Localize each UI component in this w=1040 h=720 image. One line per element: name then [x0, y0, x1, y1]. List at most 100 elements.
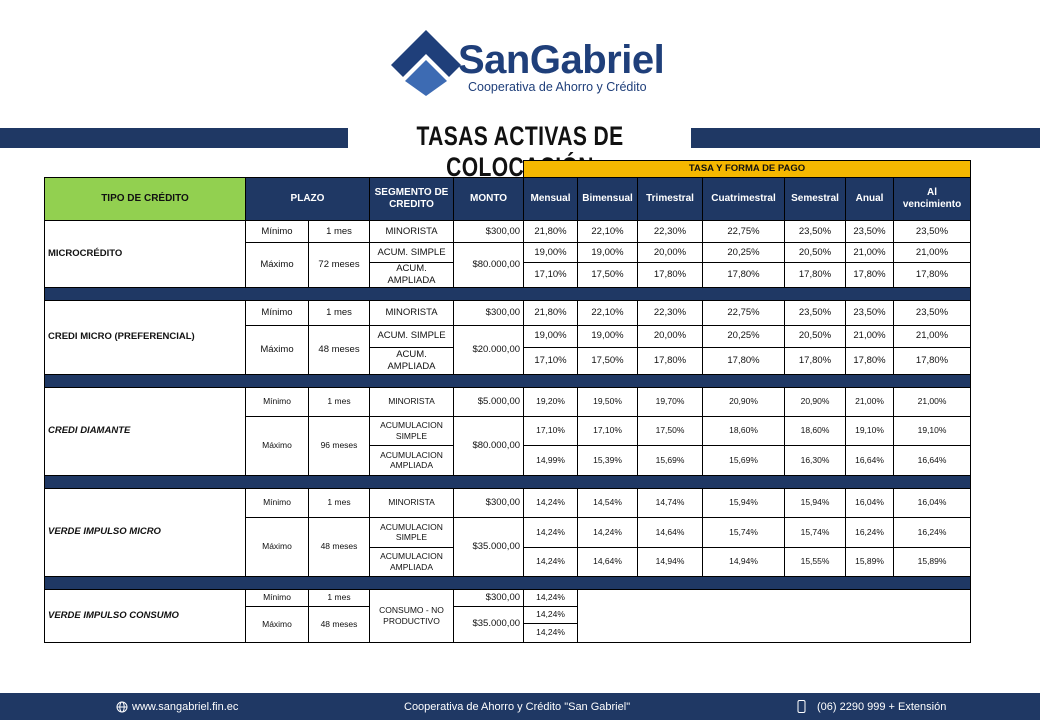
- segment: ACUM. SIMPLE: [369, 242, 454, 263]
- table-row: ACUM. AMPLIADA 17,10% 17,50% 17,80% 17,80% 17…: [45, 346, 972, 375]
- rate: 21,80%: [523, 220, 579, 243]
- separator: [43, 575, 972, 590]
- rate: 17,80%: [845, 262, 895, 288]
- rate: 15,74%: [702, 516, 786, 548]
- amount: $35.000,00: [452, 605, 525, 643]
- rate: 21,00%: [893, 324, 972, 348]
- segment: CONSUMO - NO PRODUCTIVO: [369, 588, 454, 643]
- rate: 14,99%: [523, 444, 579, 476]
- term: 48 meses: [308, 516, 370, 577]
- title-bar: [0, 128, 348, 148]
- rate: 19,00%: [523, 242, 579, 263]
- website: www.sangabriel.fin.ec: [132, 701, 239, 713]
- term-label: Mínimo: [245, 588, 309, 607]
- table-row: ACUMULACION AMPLIADA 14,99% 15,39% 15,69% 15…: [45, 444, 972, 476]
- term: 96 meses: [308, 415, 370, 476]
- rate: 17,10%: [523, 262, 579, 288]
- rate: 14,24%: [577, 516, 639, 548]
- term-label: Mínimo: [245, 386, 309, 417]
- rate: 20,90%: [702, 386, 786, 417]
- brand: SanGabriel: [458, 38, 665, 82]
- table-row: TASA Y FORMA DE PAGO: [45, 160, 972, 178]
- rate: 17,50%: [637, 415, 704, 446]
- column-header: Al vencimiento: [893, 177, 972, 221]
- credit-type: VERDE IMPULSO CONSUMO: [44, 588, 246, 643]
- table-row: TIPO DE CRÉDITO PLAZO SEGMENTO DE CREDITO M…: [44, 177, 972, 221]
- table-row: ACUMULACION AMPLIADA 14,24% 14,64% 14,94% 14…: [45, 546, 972, 577]
- credit-type: MICROCRÉDITO: [44, 220, 246, 288]
- segment: MINORISTA: [369, 487, 454, 518]
- table-row: VERDE IMPULSO MICRO Mínimo 1 mes MINORISTA $…: [44, 487, 972, 577]
- credit-type: CREDI MICRO (PREFERENCIAL): [44, 299, 246, 375]
- column-header: Semestral: [784, 177, 847, 221]
- column-header: PLAZO: [245, 177, 370, 221]
- rate: 23,50%: [845, 220, 895, 243]
- separator: [43, 474, 972, 489]
- column-header: MONTO: [452, 177, 525, 221]
- rate: 22,75%: [702, 299, 786, 326]
- rate: 23,50%: [845, 299, 895, 326]
- title: TASAS ACTIVAS DE COLOCACIÓN: [416, 121, 624, 182]
- term-label: Máximo: [245, 324, 309, 375]
- amount: $20.000,00: [452, 324, 525, 375]
- rate: 15,74%: [784, 516, 847, 548]
- footer: www.sangabriel.fin.ec Cooperativa de Aho…: [0, 693, 1040, 720]
- rate: 19,20%: [523, 386, 579, 417]
- table-row: [43, 373, 972, 388]
- rate: 20,00%: [637, 242, 704, 263]
- credit-type: VERDE IMPULSO MICRO: [44, 487, 246, 577]
- rate: 20,50%: [784, 324, 847, 348]
- rate: 15,69%: [702, 444, 786, 476]
- column-header: TIPO DE CRÉDITO: [44, 177, 246, 221]
- segment: MINORISTA: [369, 299, 454, 326]
- segment: ACUM. AMPLIADA: [369, 346, 454, 375]
- column-header: Mensual: [523, 177, 579, 221]
- rate: 21,00%: [845, 324, 895, 348]
- table-row: VERDE IMPULSO CONSUMO Mínimo 1 mes CONSUMO …: [44, 588, 972, 643]
- rate: 15,55%: [784, 546, 847, 577]
- rate: 15,69%: [637, 444, 704, 476]
- table-row: 14,24%: [45, 622, 971, 643]
- rate: 17,50%: [577, 262, 639, 288]
- group-header: TASA Y FORMA DE PAGO: [523, 160, 972, 178]
- rate: 15,89%: [893, 546, 972, 577]
- rate: 19,70%: [637, 386, 704, 417]
- rate: 21,00%: [893, 386, 972, 417]
- table-row: [43, 575, 972, 590]
- table-row: MICROCRÉDITO Mínimo 1 mes MINORISTA $300,00 2…: [44, 220, 972, 288]
- segment: ACUMULACION AMPLIADA: [369, 546, 454, 577]
- rate: 17,80%: [893, 346, 972, 375]
- rate: 22,10%: [577, 220, 639, 243]
- rate: 19,10%: [845, 415, 895, 446]
- separator: [43, 286, 972, 301]
- title-bar: [691, 128, 1040, 148]
- table-row: [43, 286, 972, 301]
- amount: $300,00: [452, 487, 525, 518]
- rate: 16,30%: [784, 444, 847, 476]
- segment: MINORISTA: [369, 386, 454, 417]
- rate: 17,80%: [702, 262, 786, 288]
- rate: 15,94%: [702, 487, 786, 518]
- rate: 16,64%: [845, 444, 895, 476]
- segment: MINORISTA: [369, 220, 454, 243]
- rate: 17,80%: [637, 262, 704, 288]
- rate: 17,10%: [577, 415, 639, 446]
- segment: ACUM. AMPLIADA: [369, 262, 454, 288]
- rate: 14,24%: [523, 605, 579, 624]
- term: 1 mes: [308, 220, 370, 243]
- rate: 17,80%: [702, 346, 786, 375]
- table-row: Máximo 72 meses ACUM. SIMPLE $80.000,00 19,0…: [45, 242, 972, 288]
- term-label: Máximo: [245, 516, 309, 577]
- term: 72 meses: [308, 242, 370, 288]
- column-header: Anual: [845, 177, 895, 221]
- rate: 17,80%: [893, 262, 972, 288]
- rate: 14,54%: [577, 487, 639, 518]
- term: 1 mes: [308, 299, 370, 326]
- segment: ACUM. SIMPLE: [369, 324, 454, 348]
- rate: 14,24%: [523, 546, 579, 577]
- separator: [43, 373, 972, 388]
- rate: 14,24%: [523, 487, 579, 518]
- rate: 17,10%: [523, 415, 579, 446]
- rate: 14,74%: [637, 487, 704, 518]
